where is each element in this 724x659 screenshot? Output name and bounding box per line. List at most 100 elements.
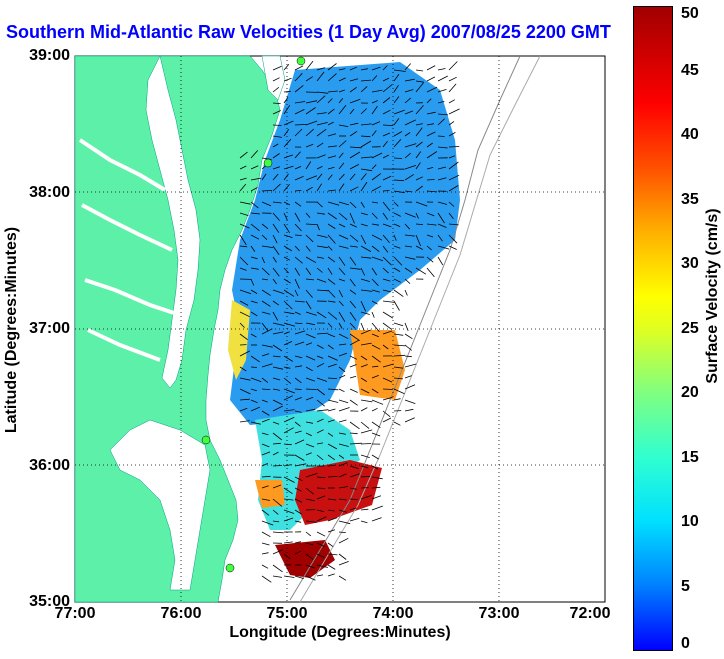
velocity-vector xyxy=(316,128,327,137)
velocity-vector xyxy=(338,443,349,447)
velocity-vector xyxy=(338,162,345,170)
velocity-vector xyxy=(393,388,405,395)
velocity-vector xyxy=(360,181,368,192)
velocity-vector xyxy=(316,509,325,512)
velocity-vector xyxy=(360,443,372,445)
velocity-vector xyxy=(272,442,281,445)
station-marker xyxy=(201,435,211,445)
velocity-vector xyxy=(261,234,268,240)
velocity-vector xyxy=(239,300,249,306)
velocity-vector xyxy=(415,69,424,72)
velocity-vector xyxy=(294,65,304,71)
velocity-vector xyxy=(250,278,255,286)
velocity-vector xyxy=(371,185,382,192)
velocity-vector xyxy=(305,355,316,361)
velocity-vector xyxy=(250,256,258,260)
velocity-vector xyxy=(239,350,251,357)
station-marker xyxy=(296,56,306,66)
velocity-vector xyxy=(437,68,446,71)
velocity-vector xyxy=(338,575,347,581)
velocity-vector xyxy=(393,333,404,336)
velocity-vector xyxy=(316,454,324,461)
velocity-vector xyxy=(338,407,350,412)
velocity-vector xyxy=(393,118,400,126)
velocity-vector xyxy=(294,454,305,461)
velocity-vector xyxy=(294,109,305,115)
velocity-vector xyxy=(448,174,460,181)
velocity-vector xyxy=(316,311,327,319)
velocity-vector xyxy=(250,406,260,412)
velocity-vector xyxy=(393,201,399,207)
velocity-vector xyxy=(393,366,404,369)
velocity-vector xyxy=(272,212,281,221)
velocity-vector xyxy=(349,388,358,393)
velocity-vector xyxy=(448,76,457,82)
velocity-vector xyxy=(393,398,401,401)
velocity-vector xyxy=(327,245,333,251)
x-tick-label: 77:00 xyxy=(54,605,96,622)
velocity-vector xyxy=(382,363,394,368)
velocity-vector xyxy=(305,421,314,424)
velocity-vector xyxy=(294,355,303,359)
velocity-vector xyxy=(404,234,415,237)
velocity-vector xyxy=(327,517,338,522)
velocity-vector xyxy=(349,66,357,71)
velocity-vector xyxy=(448,234,458,244)
velocity-vector xyxy=(382,278,391,282)
velocity-vector xyxy=(316,344,324,349)
velocity-vector xyxy=(261,190,273,192)
velocity-vector xyxy=(360,289,373,292)
velocity-vector xyxy=(283,443,292,446)
velocity-field-red xyxy=(295,460,382,525)
velocity-vector xyxy=(261,432,269,436)
velocity-vector xyxy=(338,375,346,379)
x-tick-label: 75:00 xyxy=(266,605,308,622)
velocity-vector xyxy=(338,454,345,459)
velocity-vector xyxy=(305,186,313,192)
velocity-vector xyxy=(415,151,422,159)
velocity-vector xyxy=(327,108,335,115)
velocity-vector xyxy=(305,498,315,502)
velocity-vector xyxy=(415,223,423,225)
velocity-vector xyxy=(382,97,391,104)
velocity-vector xyxy=(283,278,291,284)
velocity-vector xyxy=(327,63,337,71)
velocity-vector xyxy=(327,145,337,148)
velocity-vector xyxy=(404,63,412,71)
velocity-vector xyxy=(327,344,334,350)
velocity-vector xyxy=(349,442,362,445)
velocity-vector xyxy=(382,175,392,181)
velocity-vector xyxy=(371,454,379,460)
velocity-vector xyxy=(261,451,271,456)
velocity-vector xyxy=(382,256,392,266)
velocity-vector xyxy=(283,322,296,327)
velocity-vector xyxy=(316,267,323,273)
velocity-vector xyxy=(272,405,283,412)
velocity-vector xyxy=(283,476,295,483)
velocity-vector xyxy=(272,245,280,256)
velocity-vector xyxy=(393,223,401,227)
velocity-vector xyxy=(316,154,326,159)
velocity-vector xyxy=(360,79,371,82)
velocity-vector xyxy=(261,377,269,383)
velocity-vector xyxy=(382,109,391,115)
velocity-vector xyxy=(327,399,339,403)
velocity-vector xyxy=(261,267,270,276)
velocity-vector xyxy=(349,289,357,295)
velocity-vector xyxy=(360,86,368,93)
velocity-vector xyxy=(404,174,415,181)
velocity-vector xyxy=(371,121,381,126)
velocity-vector xyxy=(382,234,390,244)
velocity-vector xyxy=(283,366,291,369)
velocity-vector xyxy=(316,223,320,231)
velocity-vector xyxy=(448,121,455,126)
velocity-vector xyxy=(283,498,294,501)
velocity-vector xyxy=(272,564,283,573)
velocity-vector xyxy=(261,552,269,555)
velocity-vector xyxy=(272,166,281,170)
velocity-vector xyxy=(250,165,259,170)
velocity-vector xyxy=(360,475,371,478)
velocity-vector xyxy=(305,473,318,478)
velocity-vector xyxy=(426,131,436,137)
colorbar-tick-label: 20 xyxy=(681,384,699,401)
